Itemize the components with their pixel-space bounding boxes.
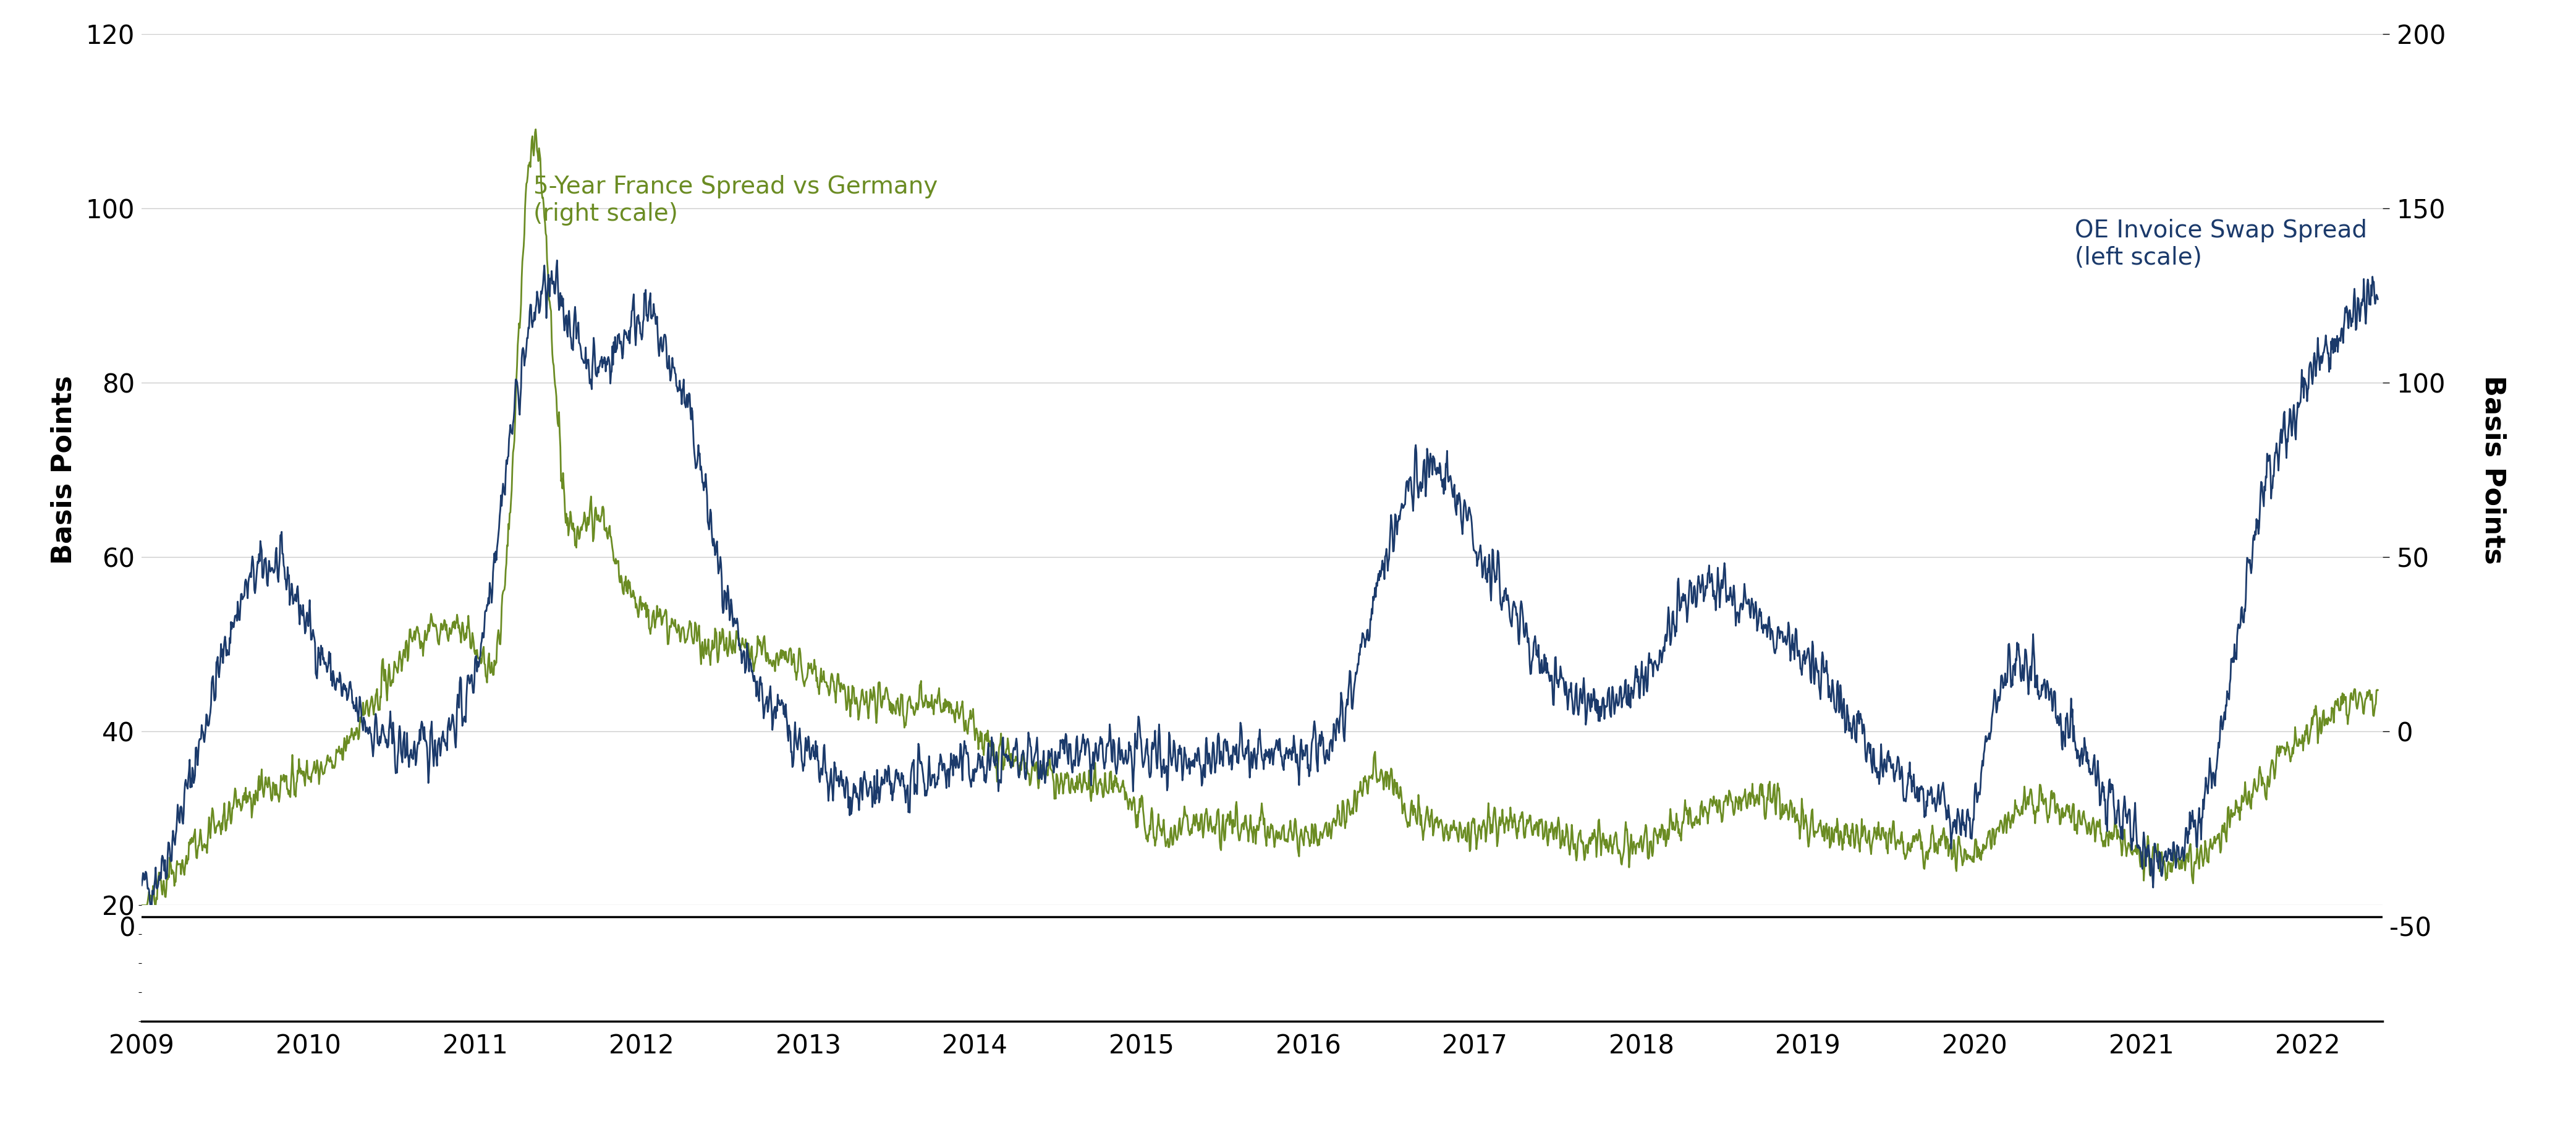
Y-axis label: Basis Points: Basis Points — [52, 376, 77, 564]
Text: 0: 0 — [118, 916, 134, 942]
Text: -50: -50 — [2391, 916, 2432, 942]
Text: 5-Year France Spread vs Germany
(right scale): 5-Year France Spread vs Germany (right s… — [533, 175, 938, 226]
Y-axis label: Basis Points: Basis Points — [2481, 376, 2506, 564]
Text: OE Invoice Swap Spread
(left scale): OE Invoice Swap Spread (left scale) — [2074, 219, 2367, 269]
